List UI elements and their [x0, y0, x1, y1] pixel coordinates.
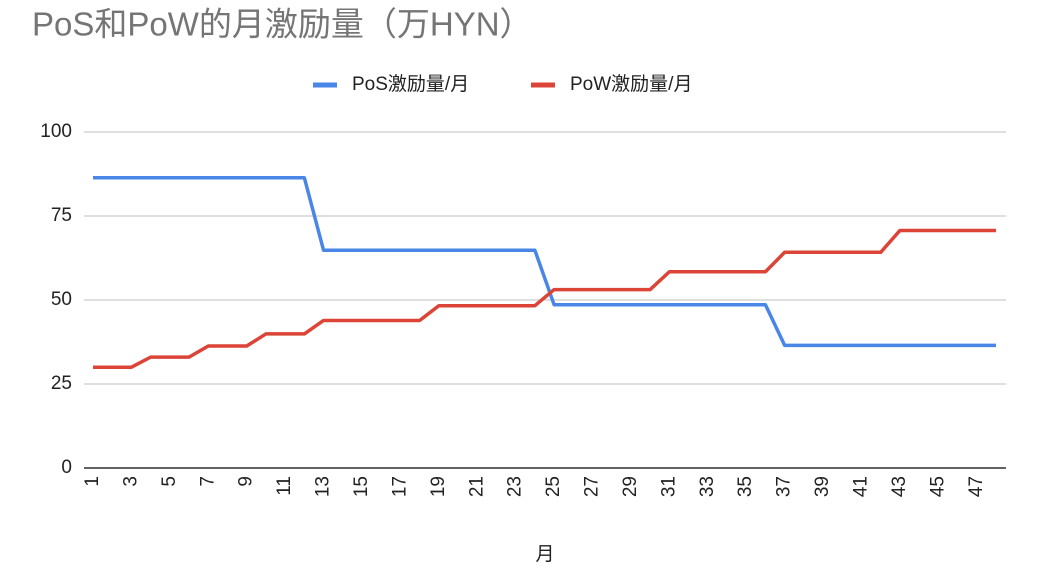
- data-line: [93, 228, 996, 369]
- x-tick-label: 25: [543, 476, 564, 497]
- x-tick-label: 3: [120, 476, 141, 487]
- y-tick-label: 25: [51, 373, 72, 394]
- x-tick-label: 5: [159, 476, 180, 487]
- x-tick-label: 47: [966, 476, 987, 497]
- x-axis-label: 月: [535, 544, 554, 565]
- chart-title: PoS和PoW的月激励量（万HYN）: [32, 6, 533, 43]
- x-tick-label: 1: [82, 476, 103, 487]
- y-tick-label: 50: [51, 289, 72, 310]
- x-tick-label: 35: [735, 476, 756, 497]
- x-tick-label: 37: [774, 476, 795, 497]
- x-tick-label: 31: [658, 476, 679, 497]
- legend-label: PoW激励量/月: [570, 73, 692, 95]
- x-tick-label: 27: [582, 476, 603, 497]
- x-tick-label: 45: [927, 476, 948, 497]
- x-tick-label: 9: [236, 476, 257, 487]
- x-tick-label: 21: [466, 476, 487, 497]
- y-tick-label: 75: [51, 205, 72, 226]
- x-tick-label: 29: [620, 476, 641, 497]
- x-tick-label: 11: [274, 476, 295, 496]
- x-tick-label: 17: [389, 476, 410, 497]
- x-tick-label: 43: [889, 476, 910, 497]
- x-tick-label: 39: [812, 476, 833, 497]
- x-tick-label: 19: [428, 476, 449, 497]
- data-line: [93, 175, 996, 348]
- x-tick-label: 41: [851, 476, 872, 497]
- x-tick-label: 13: [313, 476, 334, 497]
- legend-label: PoS激励量/月: [352, 73, 469, 95]
- x-tick-label: 7: [197, 476, 218, 487]
- x-tick-label: 23: [505, 476, 526, 497]
- y-tick-label: 100: [40, 121, 72, 142]
- y-tick-label: 0: [61, 457, 72, 478]
- x-tick-label: 15: [351, 476, 372, 497]
- x-tick-label: 33: [697, 476, 718, 497]
